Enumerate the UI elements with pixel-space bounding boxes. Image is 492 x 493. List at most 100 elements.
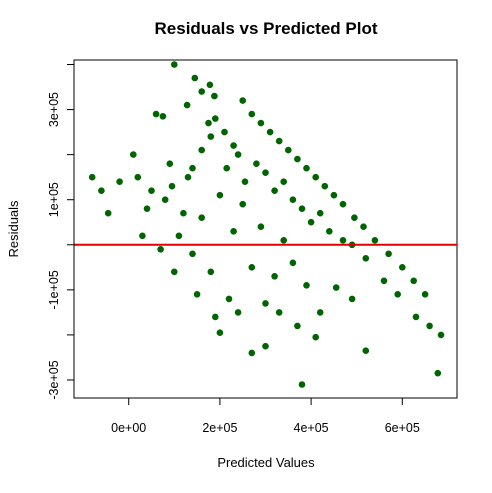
data-point <box>248 264 256 271</box>
x-tick-label: 0e+00 <box>111 421 146 435</box>
data-point <box>180 209 187 217</box>
y-tick-label: 3e+05 <box>47 92 61 127</box>
data-point <box>280 237 288 244</box>
x-tick-label: 2e+05 <box>202 421 237 435</box>
data-point <box>205 119 212 127</box>
data-point <box>426 322 433 330</box>
data-point <box>230 228 237 235</box>
data-point <box>271 273 278 280</box>
data-point <box>130 151 137 158</box>
data-point <box>223 164 230 172</box>
data-point <box>360 223 367 230</box>
data-point <box>143 205 151 212</box>
data-point <box>339 237 347 244</box>
data-point <box>152 110 160 118</box>
y-tick-label: -3e+05 <box>47 360 61 399</box>
y-axis: -3e+05 -1e+05 1e+05 3e+05 <box>47 64 75 400</box>
data-point <box>399 264 406 271</box>
data-point <box>271 187 278 194</box>
data-point <box>380 277 388 285</box>
data-point <box>183 101 191 109</box>
data-point <box>216 329 224 337</box>
data-point <box>371 237 379 244</box>
data-point <box>298 205 306 212</box>
data-point <box>316 209 324 217</box>
data-point <box>285 146 292 154</box>
data-point <box>253 160 260 167</box>
data-point <box>262 300 269 307</box>
y-tick-label: 1e+05 <box>47 182 61 217</box>
x-axis: 0e+00 2e+05 4e+05 6e+05 <box>111 397 420 435</box>
data-point <box>280 178 288 185</box>
data-point <box>171 268 178 276</box>
data-point <box>303 164 310 172</box>
data-point <box>289 259 297 267</box>
data-point <box>394 291 402 298</box>
data-point <box>298 381 306 388</box>
data-point <box>362 254 370 262</box>
data-point <box>157 246 164 253</box>
data-point <box>241 178 249 185</box>
data-point <box>307 218 315 226</box>
data-point <box>412 313 420 321</box>
chart-title: Residuals vs Predicted Plot <box>155 19 378 38</box>
data-point <box>239 97 246 104</box>
data-point <box>239 200 246 208</box>
data-point <box>312 333 320 341</box>
data-point <box>206 81 214 89</box>
data-point <box>212 115 219 122</box>
data-point <box>362 347 370 355</box>
data-point <box>257 119 265 127</box>
data-point <box>193 291 201 298</box>
x-tick-label: 4e+05 <box>294 421 329 435</box>
data-point <box>421 291 429 298</box>
data-point <box>348 295 356 303</box>
data-point <box>262 342 269 350</box>
data-point <box>134 173 142 181</box>
data-point <box>326 228 333 235</box>
data-point <box>339 200 347 208</box>
data-point <box>191 74 199 82</box>
data-point <box>98 187 105 194</box>
data-point <box>221 128 228 136</box>
data-point <box>385 250 392 258</box>
data-point <box>116 178 123 185</box>
data-point <box>410 277 418 285</box>
data-point <box>166 160 174 167</box>
data-point <box>161 196 169 203</box>
data-point <box>139 232 146 240</box>
data-point <box>330 191 338 199</box>
data-point <box>148 187 155 194</box>
data-point <box>230 142 237 149</box>
x-tick-label: 6e+05 <box>385 421 420 435</box>
data-point <box>189 164 196 172</box>
x-axis-label: Predicted Values <box>217 455 315 470</box>
data-point <box>198 88 205 95</box>
data-point <box>234 151 242 158</box>
data-point <box>275 309 283 316</box>
data-point <box>225 295 233 303</box>
data-point <box>351 214 358 221</box>
data-point <box>294 322 301 330</box>
data-point <box>207 268 215 276</box>
data-point <box>303 282 310 289</box>
data-point <box>211 92 218 100</box>
data-point <box>248 110 256 118</box>
data-point <box>312 173 320 181</box>
data-point <box>159 113 167 120</box>
data-point <box>168 182 176 190</box>
data-point <box>104 209 112 217</box>
data-point <box>262 169 269 176</box>
data-point <box>294 155 301 163</box>
data-point <box>198 146 205 154</box>
data-point <box>434 369 442 377</box>
data-point <box>212 313 219 321</box>
data-point <box>332 284 340 291</box>
data-point <box>175 232 183 240</box>
data-point <box>189 250 196 258</box>
data-point <box>257 223 265 230</box>
data-point <box>248 349 256 357</box>
data-point <box>88 173 96 181</box>
data-point <box>316 309 324 316</box>
